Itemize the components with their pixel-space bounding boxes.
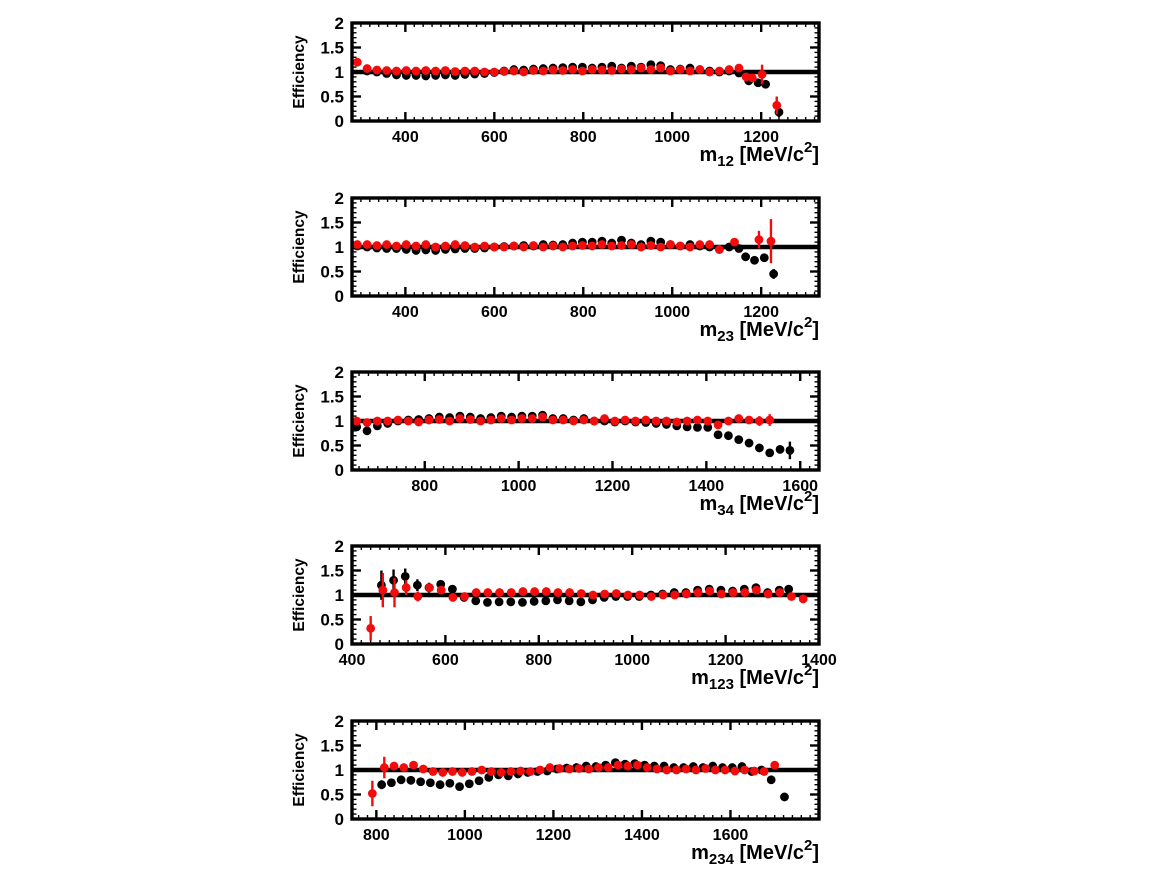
y-tick-label: 1 xyxy=(335,238,344,257)
y-tick-label: 0.5 xyxy=(320,263,344,282)
x-tick-label: 1000 xyxy=(654,129,690,146)
data-points xyxy=(352,57,784,118)
data-points xyxy=(352,219,779,279)
y-tick-label: 0.5 xyxy=(320,88,344,107)
x-tick-label: 1000 xyxy=(501,478,537,495)
x-tick-label: 800 xyxy=(411,478,438,495)
y-tick-label: 0.5 xyxy=(320,437,344,456)
x-tick-label: 400 xyxy=(392,129,419,146)
panel-m123: 400 600 800 1000 1200 1400 0 0.5 1 1.5 2 Efficiency… xyxy=(0,523,1163,698)
x-tick-label: 1400 xyxy=(689,478,725,495)
x-tick-label: 400 xyxy=(392,304,419,321)
x-tick-label: 1200 xyxy=(743,304,779,321)
y-tick-label: 1 xyxy=(335,586,344,605)
chart-m234: 800 1000 1200 1400 1600 0 0.5 1 1.5 2 Efficiency m2… xyxy=(291,712,821,868)
panel-m34: 800 1000 1200 1400 1600 0 0.5 1 1.5 2 Efficiency m3… xyxy=(0,349,1163,524)
y-axis-title: Efficiency xyxy=(291,558,308,632)
x-tick-label: 800 xyxy=(570,129,597,146)
y-tick-label: 2 xyxy=(335,712,344,731)
y-tick-label: 1.5 xyxy=(320,214,344,233)
y-tick-label: 2 xyxy=(335,363,344,382)
chart-m123: 400 600 800 1000 1200 1400 0 0.5 1 1.5 2 Efficiency… xyxy=(291,537,837,693)
x-tick-label: 800 xyxy=(363,827,390,844)
y-tick-label: 0 xyxy=(335,112,344,131)
plot-frame xyxy=(350,544,821,646)
y-tick-label: 0 xyxy=(335,287,344,306)
x-tick-label: 1200 xyxy=(536,827,572,844)
y-axis-title: Efficiency xyxy=(291,210,308,284)
x-tick-label: 1400 xyxy=(801,652,837,669)
x-tick-label: 1600 xyxy=(782,478,818,495)
y-axis-title: Efficiency xyxy=(291,733,308,807)
plot-frame xyxy=(350,196,821,298)
panel-m12: 400 600 800 1000 1200 0 0.5 1 1.5 2 Efficiency m12 … xyxy=(0,0,1163,175)
x-axis-title: m234 [MeV/c2] xyxy=(691,837,819,868)
x-tick-label: 600 xyxy=(481,129,508,146)
x-tick-label: 600 xyxy=(432,652,459,669)
y-tick-label: 1.5 xyxy=(320,39,344,58)
x-tick-label: 1000 xyxy=(447,827,483,844)
y-axis-title: Efficiency xyxy=(291,35,308,109)
y-tick-label: 2 xyxy=(335,189,344,208)
x-tick-label: 1200 xyxy=(595,478,631,495)
y-axis-title: Efficiency xyxy=(291,384,308,458)
x-axis-title: m123 [MeV/c2] xyxy=(691,662,819,693)
panel-m23: 400 600 800 1000 1200 0 0.5 1 1.5 2 Efficiency m23 … xyxy=(0,175,1163,350)
data-points xyxy=(367,756,789,807)
y-tick-label: 1 xyxy=(335,412,344,431)
y-tick-label: 0.5 xyxy=(320,786,344,805)
x-axis-title: m12 [MeV/c2] xyxy=(699,139,819,170)
chart-m12: 400 600 800 1000 1200 0 0.5 1 1.5 2 Efficiency m12 … xyxy=(291,14,821,170)
plot-frame xyxy=(350,370,821,472)
panel-m234: 800 1000 1200 1400 1600 0 0.5 1 1.5 2 Efficiency m2… xyxy=(0,698,1163,873)
x-axis-title: m23 [MeV/c2] xyxy=(699,314,819,345)
y-tick-label: 0 xyxy=(335,461,344,480)
x-tick-label: 800 xyxy=(570,304,597,321)
y-tick-label: 1 xyxy=(335,761,344,780)
plot-frame xyxy=(350,719,821,821)
y-tick-label: 2 xyxy=(335,14,344,33)
x-tick-label: 1200 xyxy=(708,652,744,669)
chart-m34: 800 1000 1200 1400 1600 0 0.5 1 1.5 2 Efficiency m3… xyxy=(291,363,821,519)
y-tick-label: 0.5 xyxy=(320,611,344,630)
plot-frame xyxy=(350,21,821,123)
y-tick-label: 1 xyxy=(335,63,344,82)
y-tick-label: 1.5 xyxy=(320,737,344,756)
y-tick-label: 0 xyxy=(335,635,344,654)
y-tick-label: 2 xyxy=(335,537,344,556)
x-tick-label: 1600 xyxy=(713,827,749,844)
y-tick-label: 1.5 xyxy=(320,562,344,581)
chart-m23: 400 600 800 1000 1200 0 0.5 1 1.5 2 Efficiency m23 … xyxy=(291,189,821,345)
data-points xyxy=(366,568,808,641)
x-axis-title: m34 [MeV/c2] xyxy=(699,488,819,519)
y-tick-label: 1.5 xyxy=(320,388,344,407)
x-tick-label: 1000 xyxy=(614,652,650,669)
x-tick-label: 1000 xyxy=(654,304,690,321)
y-tick-label: 0 xyxy=(335,810,344,829)
x-tick-label: 600 xyxy=(481,304,508,321)
x-tick-label: 1200 xyxy=(743,129,779,146)
x-tick-label: 1400 xyxy=(624,827,660,844)
x-tick-label: 400 xyxy=(339,652,366,669)
x-tick-label: 800 xyxy=(525,652,552,669)
data-points xyxy=(352,410,795,460)
